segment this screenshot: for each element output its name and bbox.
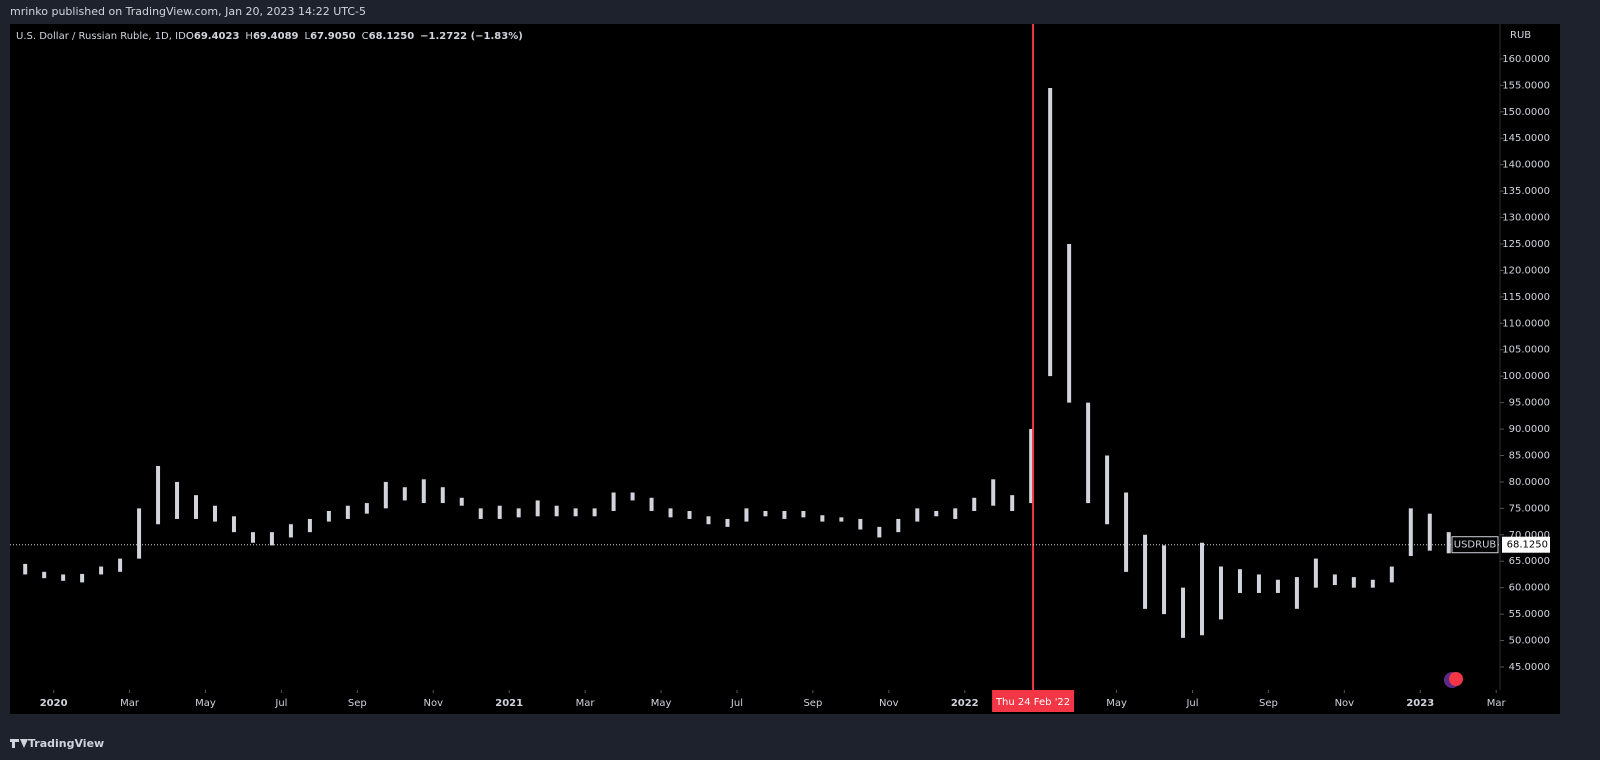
chart-title: U.S. Dollar / Russian Ruble, 1D, IDC (16, 31, 193, 42)
plot-area (10, 24, 1560, 690)
y-tick-label: 95.0000 (1509, 398, 1550, 409)
y-tick-label: 135.0000 (1502, 186, 1550, 197)
y-tick-label: 125.0000 (1502, 239, 1550, 250)
legend-value: 69.4089 (253, 31, 299, 42)
header-title: mrinko published on TradingView.com, Jan… (10, 5, 366, 18)
y-tick-label: 160.0000 (1502, 54, 1550, 65)
y-tick-label: 155.0000 (1502, 80, 1550, 91)
symbol-tag-bg (1451, 536, 1499, 554)
y-tick-label: 150.0000 (1502, 107, 1550, 118)
x-tick-label: Mar (576, 698, 596, 709)
x-tick-label: Jul (1185, 698, 1198, 709)
x-tick-label: Sep (348, 698, 367, 709)
y-tick-label: 110.0000 (1502, 318, 1550, 329)
x-tick-label: 2020 (40, 698, 68, 709)
x-tick-label: Jul (730, 698, 743, 709)
y-tick-label: 120.0000 (1502, 265, 1550, 276)
y-tick-label: 105.0000 (1502, 345, 1550, 356)
x-tick-label: May (651, 698, 672, 709)
brand-logo (10, 739, 28, 748)
x-tick-label: Nov (424, 698, 444, 709)
x-tick-label: 2023 (1406, 698, 1434, 709)
x-tick-label: May (195, 698, 216, 709)
symbol-tag: USDRUB (1454, 540, 1497, 551)
legend-key: L (305, 31, 311, 42)
y-tick-label: 130.0000 (1502, 213, 1550, 224)
y-tick-label: 100.0000 (1502, 371, 1550, 382)
x-tick-label: Sep (1259, 698, 1278, 709)
x-tick-label: Nov (879, 698, 899, 709)
x-tick-label: Jul (274, 698, 287, 709)
y-tick-label: 140.0000 (1502, 160, 1550, 171)
last-price-tag: 68.1250 (1507, 540, 1548, 551)
event-label-bg (992, 690, 1075, 712)
y-tick-label: 60.0000 (1509, 583, 1550, 594)
y-tick-label: 115.0000 (1502, 292, 1550, 303)
footer-brand: TradingView (28, 737, 104, 750)
y-tick-label: 75.0000 (1509, 503, 1550, 514)
y-tick-label: 80.0000 (1509, 477, 1550, 488)
y-tick-label: 90.0000 (1509, 424, 1550, 435)
x-tick-label: Mar (120, 698, 140, 709)
y-unit: RUB (1510, 30, 1531, 41)
x-tick-label: 2021 (495, 698, 523, 709)
legend-key: H (245, 31, 253, 42)
flag-icon (1449, 672, 1463, 686)
x-tick-label: Nov (1335, 698, 1355, 709)
legend-value: 68.1250 (369, 31, 415, 42)
x-axis-area (10, 690, 1560, 714)
x-tick-label: 2022 (951, 698, 979, 709)
last-price-tag-bg (1502, 536, 1550, 553)
legend-value: −1.2722 (−1.83%) (420, 31, 523, 42)
y-tick-label: 85.0000 (1509, 450, 1550, 461)
legend-key: C (362, 31, 369, 42)
x-tick-label: Sep (803, 698, 822, 709)
legend-value: 69.4023 (194, 31, 240, 42)
y-tick-label: 145.0000 (1502, 133, 1550, 144)
legend-value: 67.9050 (310, 31, 356, 42)
y-tick-label: 50.0000 (1509, 636, 1550, 647)
x-tick-label: May (1106, 698, 1127, 709)
x-tick-label: Mar (1487, 698, 1507, 709)
event-label: Thu 24 Feb '22 (995, 697, 1070, 708)
y-tick-label: 65.0000 (1509, 556, 1550, 567)
y-tick-label: 55.0000 (1509, 609, 1550, 620)
legend-key: O (186, 31, 194, 42)
y-tick-label: 45.0000 (1509, 662, 1550, 673)
y-tick-label: 70.0000 (1509, 530, 1550, 541)
